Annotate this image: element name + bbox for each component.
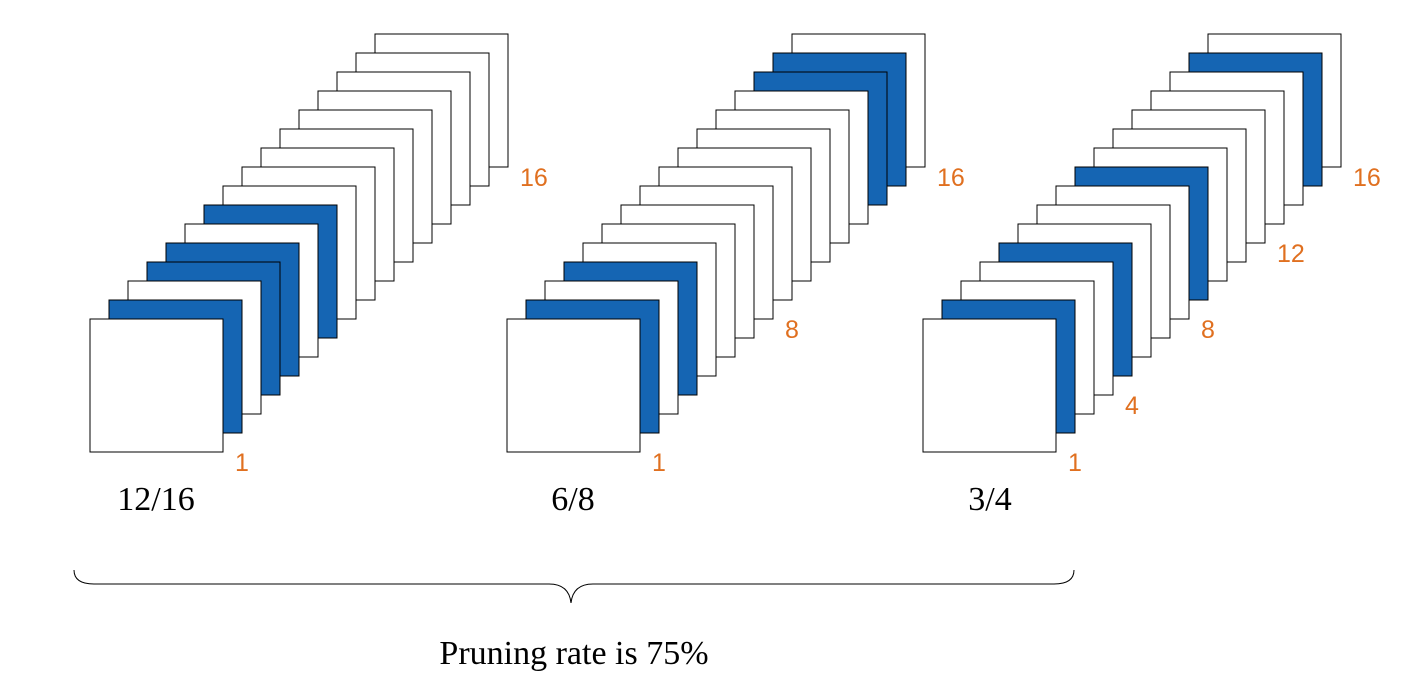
fraction-label: 6/8	[551, 481, 594, 518]
filter-index-label: 8	[785, 316, 799, 344]
filter-index-label: 12	[1277, 240, 1305, 268]
filter-index-label: 1	[652, 449, 666, 477]
filter-index-label: 1	[1068, 449, 1082, 477]
fraction-labels: 12/16 6/8 3/4	[117, 481, 1011, 518]
filter-stack-3: 1 4 8 12 16	[922, 33, 1381, 477]
filter-index-label: 4	[1125, 392, 1139, 420]
filter-square-1	[922, 318, 1057, 453]
caption: Pruning rate is 75%	[439, 635, 708, 672]
filter-index-label: 16	[1353, 164, 1381, 192]
fraction-label: 3/4	[968, 481, 1011, 518]
curly-brace	[73, 569, 1075, 604]
filter-index-label: 16	[937, 164, 965, 192]
filter-stack-1: 1 16	[89, 33, 548, 477]
fraction-label: 12/16	[117, 481, 194, 518]
filter-index-label: 16	[520, 164, 548, 192]
filter-index-label: 8	[1201, 316, 1215, 344]
filter-square-1	[506, 318, 641, 453]
filter-square-1	[89, 318, 224, 453]
filter-index-label: 1	[235, 449, 249, 477]
